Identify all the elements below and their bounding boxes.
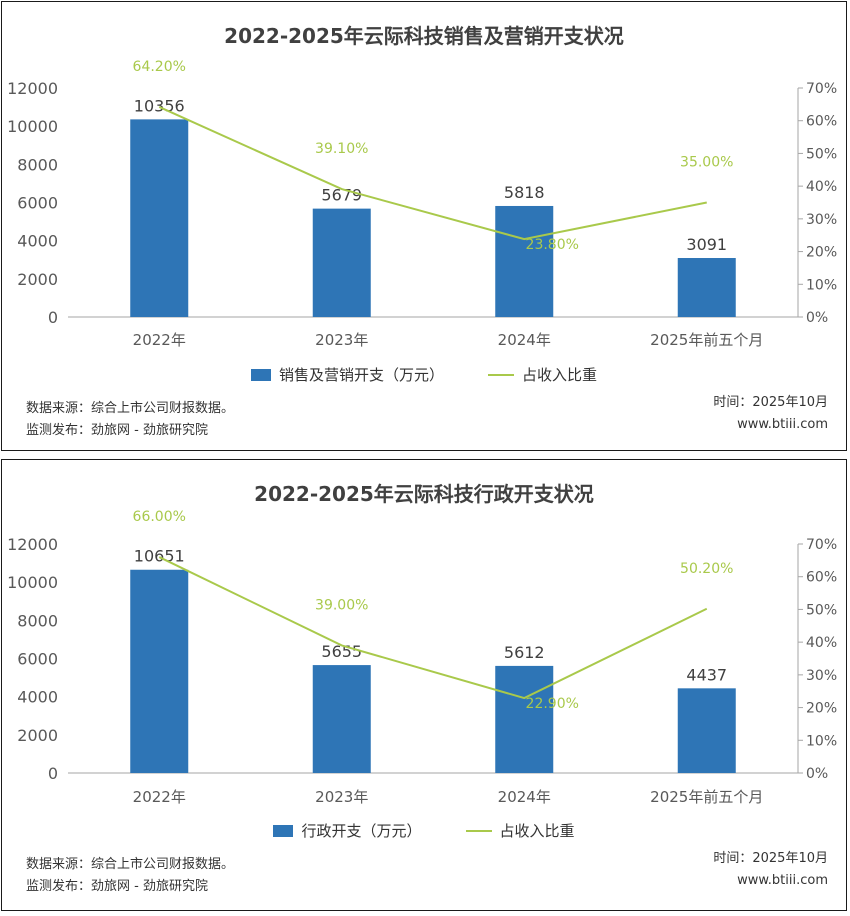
y2-tick-label: 20%	[806, 701, 837, 717]
y-tick-label: 0	[48, 308, 58, 327]
legend-line-label: 占收入比重	[522, 366, 598, 384]
x-tick-label: 2024年	[498, 331, 551, 349]
y2-tick-label: 60%	[806, 114, 837, 130]
footnote-left: 数据来源：综合上市公司财报数据。 监测发布：劲旅网 - 劲旅研究院	[26, 854, 234, 898]
data-source: 数据来源：综合上市公司财报数据。	[26, 401, 235, 416]
y-tick-label: 10000	[7, 573, 58, 592]
bar-value-label: 4437	[686, 665, 727, 684]
publisher: 监测发布：劲旅网 - 劲旅研究院	[26, 423, 208, 438]
x-tick-label: 2024年	[498, 788, 551, 806]
admin-expense-chart: 0 2000 4000 6000 8000 10000 12000 0% 10% 20% 30% 40…	[7, 509, 837, 806]
x-tick-label: 2022年	[133, 788, 186, 806]
footnote-left: 数据来源：综合上市公司财报数据。 监测发布：劲旅网 - 劲旅研究院	[26, 398, 234, 442]
chart-legend: 行政开支（万元） 占收入比重	[2, 820, 846, 841]
data-source: 数据来源：综合上市公司财报数据。	[26, 857, 235, 872]
ratio-line	[158, 106, 707, 241]
bar	[495, 665, 554, 773]
admin-expense-chart-panel: 2022-2025年云际科技行政开支状况 0 2000 4000 6000 8000 10…	[1, 459, 847, 911]
legend-item-bar: 销售及营销开支（万元）	[250, 364, 444, 385]
y2-tick-label: 40%	[806, 179, 837, 195]
legend-item-line: 占收入比重	[488, 364, 597, 385]
legend-bar-swatch	[250, 368, 271, 381]
footnote-right: 时间：2025年10月 www.btiii.com	[713, 848, 828, 892]
y-tick-label: 4000	[17, 232, 58, 251]
bar-value-label: 10651	[134, 547, 185, 566]
x-tick-label: 2023年	[315, 331, 368, 349]
bar	[495, 205, 554, 317]
publisher: 监测发布：劲旅网 - 劲旅研究院	[26, 879, 208, 894]
bar	[312, 665, 371, 773]
legend-bar-label: 销售及营销开支（万元）	[278, 366, 444, 384]
sales-marketing-chart-panel: 2022-2025年云际科技销售及营销开支状况 0 2000 4000 6000 800…	[1, 1, 847, 451]
website: www.btiii.com	[737, 417, 828, 432]
legend-line-swatch	[488, 373, 514, 376]
ratio-value-label: 39.00%	[315, 597, 368, 613]
legend-bar-label: 行政开支（万元）	[301, 822, 422, 840]
website: www.btiii.com	[737, 873, 828, 888]
bar-value-label: 5655	[321, 642, 362, 661]
y-tick-label: 10000	[7, 117, 58, 136]
bar-value-label: 3091	[686, 235, 727, 254]
bar	[677, 688, 736, 773]
y-tick-label: 0	[48, 764, 58, 783]
legend-item-bar: 行政开支（万元）	[273, 820, 422, 841]
x-tick-label: 2025年前五个月	[650, 331, 763, 349]
legend-line-label: 占收入比重	[499, 822, 575, 840]
y2-tick-label: 0%	[806, 310, 828, 326]
ratio-value-label: 50.20%	[680, 561, 733, 577]
bar	[130, 569, 189, 773]
y2-tick-label: 70%	[806, 81, 837, 97]
y-tick-label: 4000	[17, 688, 58, 707]
bar-value-label: 5818	[504, 183, 545, 202]
y-tick-label: 8000	[17, 155, 58, 174]
y2-tick-label: 30%	[806, 668, 837, 684]
y2-tick-label: 50%	[806, 602, 837, 618]
sales-marketing-chart: 0 2000 4000 6000 8000 10000 12000 0% 10% 20% 30% 40…	[7, 59, 837, 349]
y2-tick-label: 60%	[806, 570, 837, 586]
ratio-value-label: 64.20%	[133, 59, 186, 75]
footnote-right: 时间：2025年10月 www.btiii.com	[713, 392, 828, 436]
legend-line-swatch	[465, 829, 492, 832]
bar	[130, 119, 189, 317]
chart-title: 2022-2025年云际科技行政开支状况	[254, 482, 594, 506]
y2-tick-label: 0%	[806, 766, 828, 782]
ratio-value-label: 66.00%	[133, 509, 186, 525]
y-tick-label: 12000	[7, 79, 58, 98]
legend-bar-swatch	[273, 824, 294, 837]
ratio-value-label: 35.00%	[680, 155, 733, 171]
y2-tick-label: 20%	[806, 245, 837, 261]
x-tick-label: 2023年	[315, 788, 368, 806]
ratio-value-label: 39.10%	[315, 141, 368, 157]
y2-tick-label: 70%	[806, 537, 837, 553]
bar-value-label: 5679	[321, 186, 362, 205]
y-tick-label: 6000	[17, 650, 58, 669]
y2-tick-label: 40%	[806, 635, 837, 651]
bar-value-label: 10356	[134, 96, 185, 115]
y-tick-label: 8000	[17, 611, 58, 630]
y2-tick-label: 30%	[806, 212, 837, 228]
y-tick-label: 6000	[17, 194, 58, 213]
bar-value-label: 5612	[504, 643, 545, 662]
y2-tick-label: 10%	[806, 733, 837, 749]
y-tick-label: 12000	[7, 535, 58, 554]
x-tick-label: 2025年前五个月	[650, 788, 763, 806]
publish-time: 时间：2025年10月	[713, 395, 828, 410]
chart-title: 2022-2025年云际科技销售及营销开支状况	[224, 24, 624, 48]
y2-tick-label: 50%	[806, 146, 837, 162]
x-tick-label: 2022年	[133, 331, 186, 349]
ratio-value-label: 22.90%	[526, 696, 579, 712]
ratio-line	[158, 556, 708, 700]
bar	[312, 208, 371, 317]
publish-time: 时间：2025年10月	[713, 851, 828, 866]
chart-legend: 销售及营销开支（万元） 占收入比重	[2, 364, 846, 385]
legend-item-line: 占收入比重	[465, 820, 575, 841]
bar	[677, 258, 736, 317]
y-tick-label: 2000	[17, 726, 58, 745]
y2-tick-label: 10%	[806, 277, 837, 293]
y-tick-label: 2000	[17, 270, 58, 289]
ratio-value-label: 23.80%	[526, 237, 579, 253]
